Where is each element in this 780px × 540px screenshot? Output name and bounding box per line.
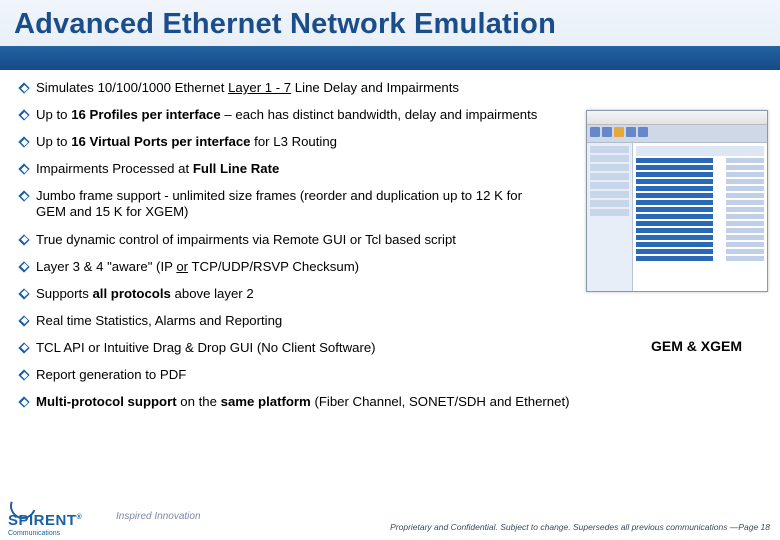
window-toolbar	[587, 125, 767, 143]
spirent-logo: SPIRENT® Communications	[8, 493, 82, 538]
bullet-item: Multi-protocol support on the same platf…	[20, 394, 770, 410]
bullet-item: Simulates 10/100/1000 Ethernet Layer 1 -…	[20, 80, 770, 96]
bullet-item: Jumbo frame support - unlimited size fra…	[20, 188, 550, 220]
logo-swirl-icon	[8, 493, 36, 515]
app-screenshot	[586, 110, 768, 292]
logo-sub: Communications	[8, 530, 60, 537]
bullet-item: Layer 3 & 4 "aware" (IP or TCP/UDP/RSVP …	[20, 259, 550, 275]
bullet-item: Real time Statistics, Alarms and Reporti…	[20, 313, 770, 329]
bullet-item: True dynamic control of impairments via …	[20, 232, 550, 248]
window-sidebar	[587, 143, 633, 291]
window-titlebar	[587, 111, 767, 125]
footer-note: Proprietary and Confidential. Subject to…	[390, 522, 770, 532]
bullet-item: Impairments Processed at Full Line Rate	[20, 161, 550, 177]
screenshot-caption: GEM & XGEM	[651, 338, 742, 354]
bullet-item: Report generation to PDF	[20, 367, 770, 383]
slide-title: Advanced Ethernet Network Emulation	[14, 8, 766, 41]
footer: SPIRENT® Communications Inspired Innovat…	[0, 492, 780, 540]
title-bar: Advanced Ethernet Network Emulation	[0, 0, 780, 70]
bullet-item: Supports all protocols above layer 2	[20, 286, 550, 302]
tagline: Inspired Innovation	[116, 511, 201, 522]
window-main	[633, 143, 767, 291]
